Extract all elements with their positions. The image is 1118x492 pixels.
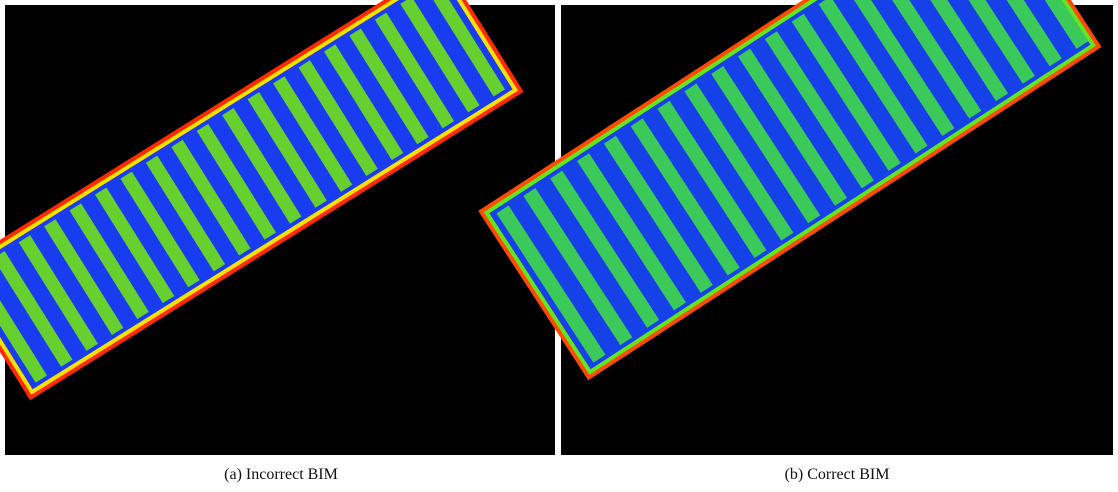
caption-b: (b) Correct BIM bbox=[561, 466, 1113, 484]
figure bbox=[0, 0, 1118, 460]
page: {"figure": {"panels": [{"caption": "(a) … bbox=[0, 0, 1118, 492]
caption-a: (a) Incorrect BIM bbox=[5, 466, 557, 484]
